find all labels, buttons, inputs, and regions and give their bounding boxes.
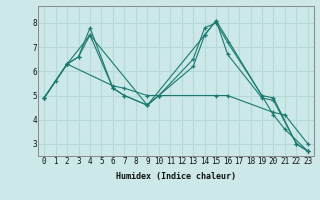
X-axis label: Humidex (Indice chaleur): Humidex (Indice chaleur) xyxy=(116,172,236,181)
